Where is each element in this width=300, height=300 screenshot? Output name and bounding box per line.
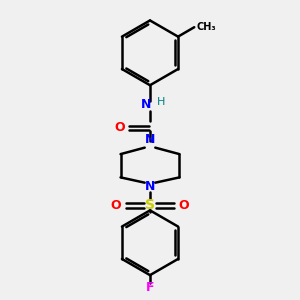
Text: O: O (178, 199, 189, 212)
Text: S: S (145, 198, 155, 212)
Text: O: O (114, 122, 125, 134)
Text: O: O (111, 199, 122, 212)
Text: N: N (141, 98, 152, 111)
Text: F: F (146, 281, 154, 294)
Text: H: H (157, 97, 165, 107)
Text: N: N (145, 180, 155, 193)
Text: N: N (145, 134, 155, 146)
Text: CH₃: CH₃ (196, 22, 216, 32)
